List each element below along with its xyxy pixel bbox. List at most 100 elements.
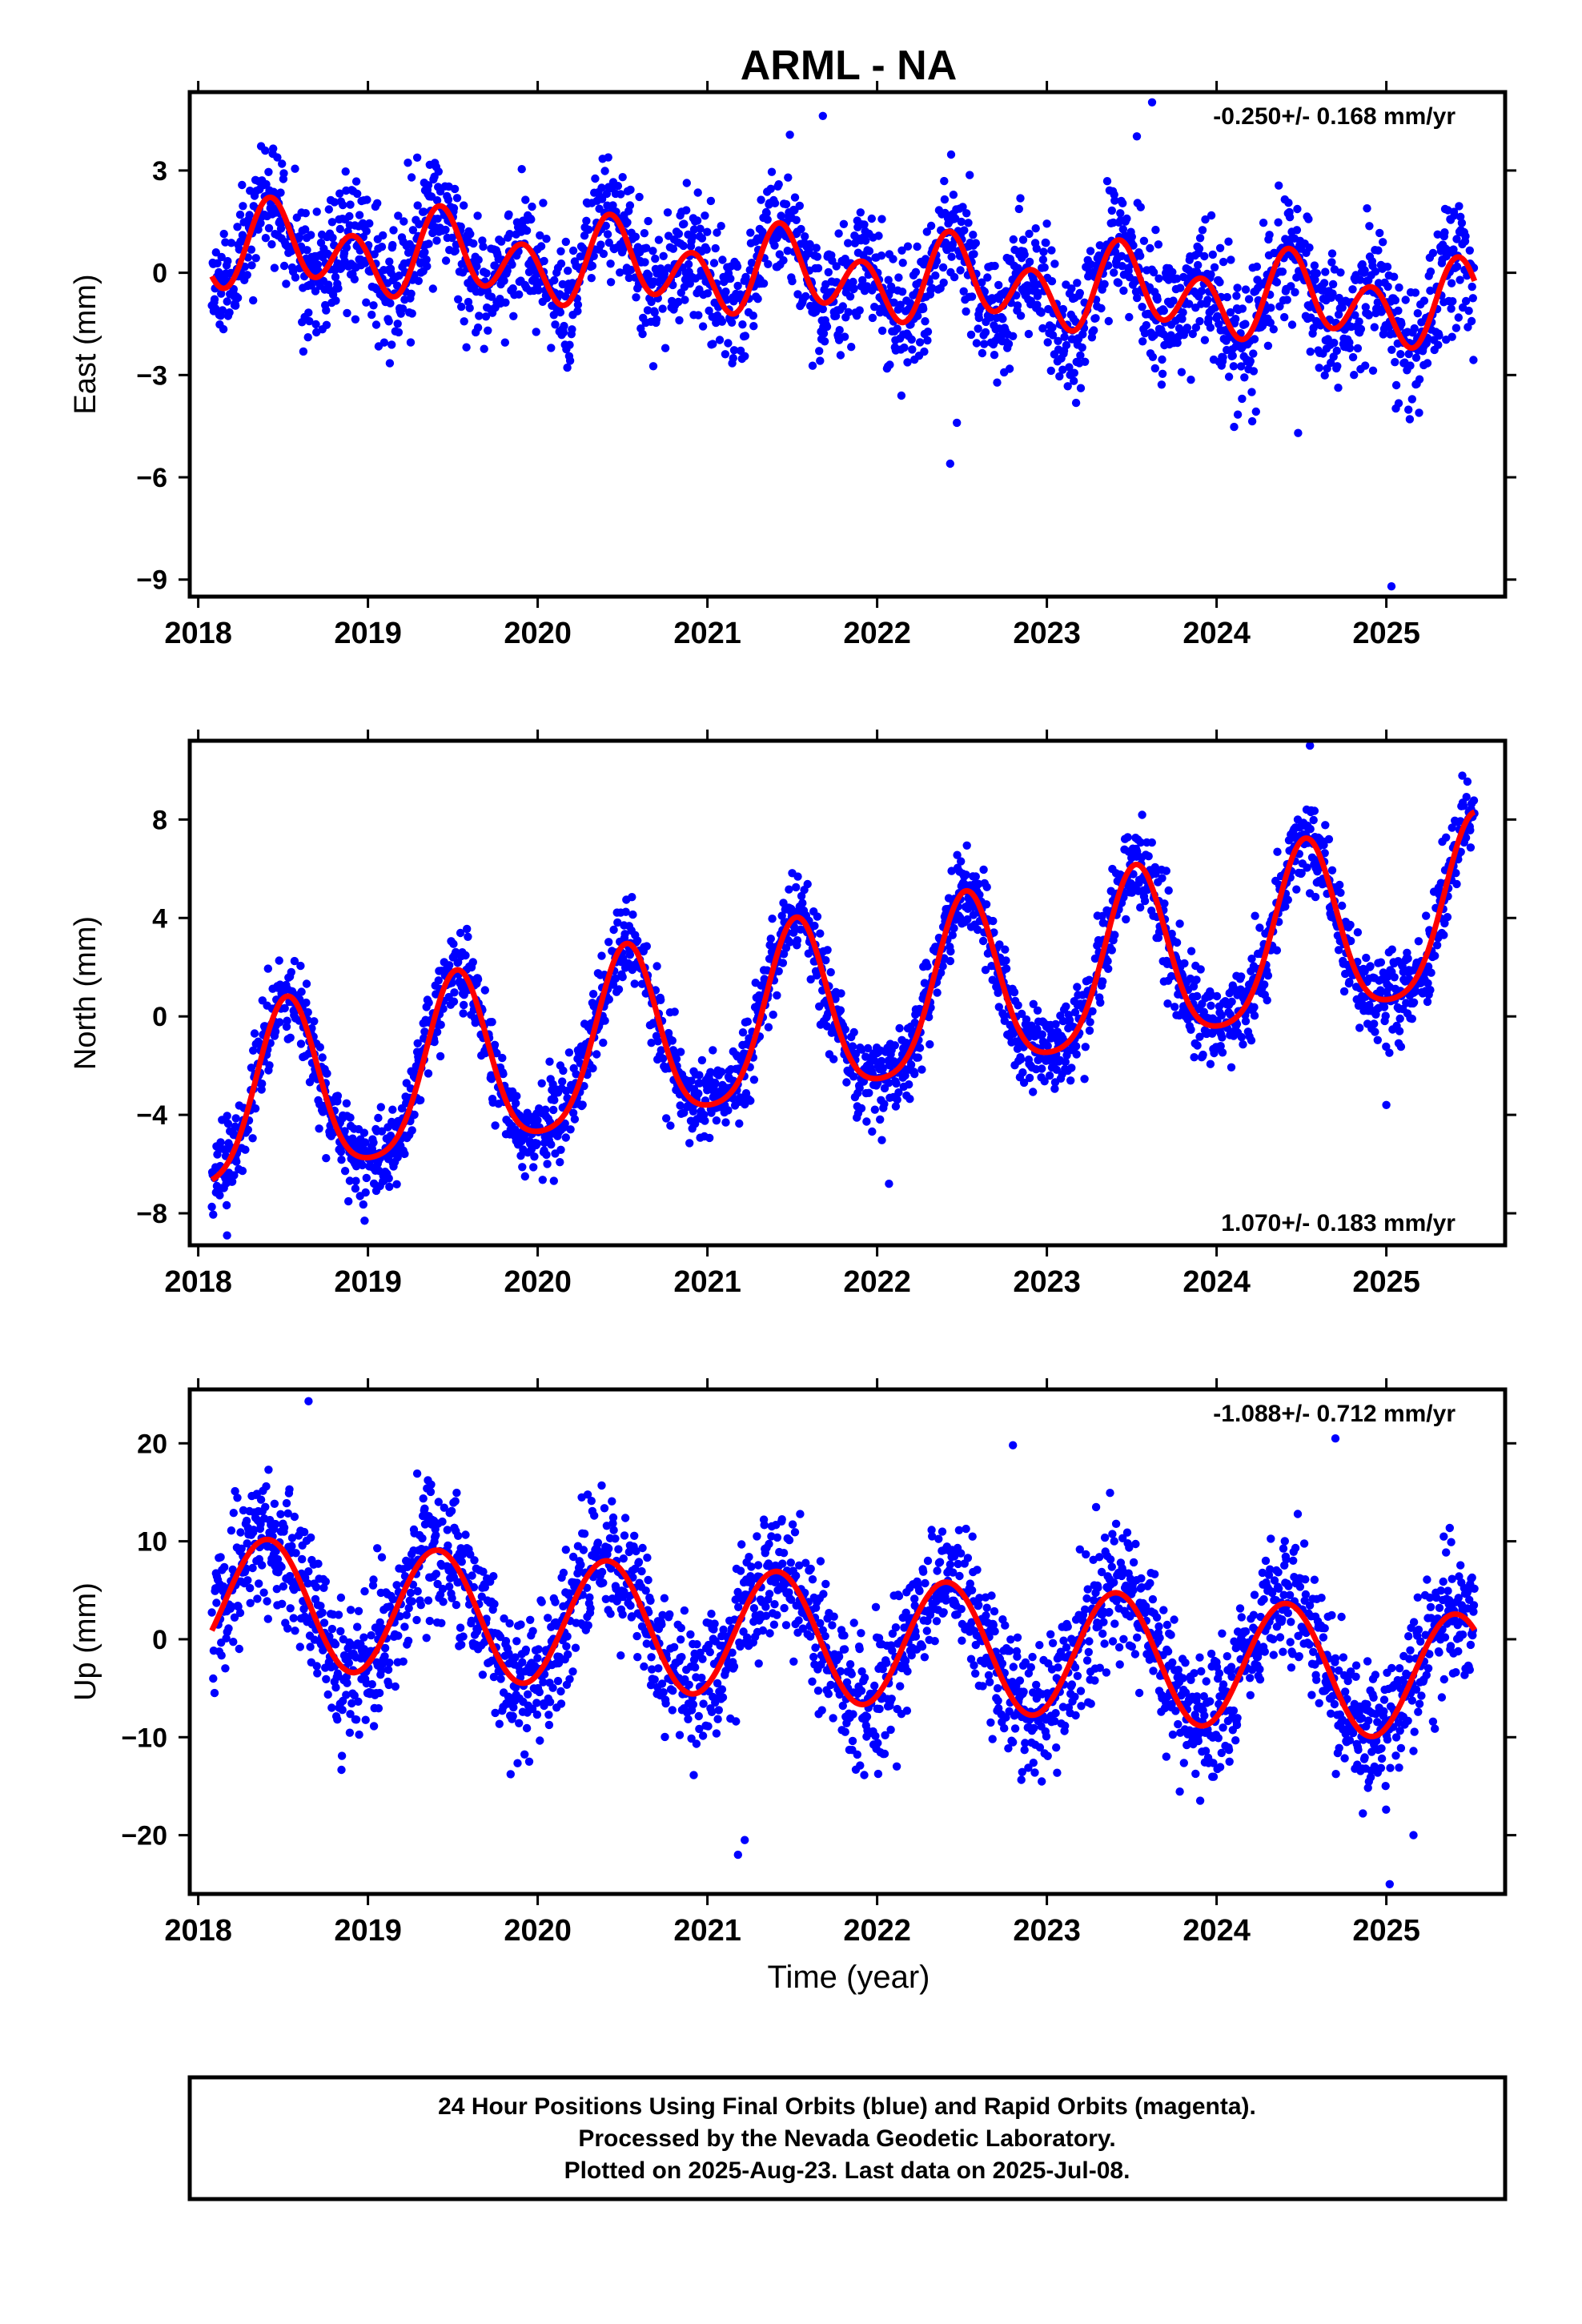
north-data-point bbox=[436, 1051, 445, 1061]
east-data-point bbox=[1226, 308, 1235, 317]
east-data-point bbox=[1449, 245, 1458, 254]
east-data-point bbox=[1275, 302, 1284, 311]
north-data-point bbox=[1033, 1006, 1042, 1015]
north-data-point bbox=[532, 1139, 542, 1148]
north-data-point bbox=[792, 883, 801, 892]
north-data-point bbox=[597, 951, 606, 960]
east-data-point bbox=[749, 322, 758, 331]
up-data-point bbox=[235, 1644, 243, 1654]
north-data-point bbox=[789, 922, 798, 931]
up-data-point bbox=[227, 1526, 236, 1535]
east-data-point bbox=[703, 289, 713, 298]
east-data-point bbox=[625, 201, 635, 210]
east-data-point bbox=[1291, 287, 1299, 297]
east-data-point bbox=[1237, 362, 1246, 371]
east-data-point bbox=[939, 278, 948, 287]
east-data-point bbox=[931, 271, 940, 280]
east-data-point bbox=[1129, 241, 1138, 250]
east-data-point bbox=[717, 317, 727, 326]
north-data-point bbox=[1422, 911, 1431, 920]
east-data-point bbox=[651, 254, 660, 263]
east-data-point bbox=[539, 199, 548, 207]
east-data-point bbox=[1285, 213, 1295, 222]
north-data-point bbox=[870, 1105, 880, 1114]
east-data-point bbox=[706, 196, 716, 206]
east-data-point bbox=[505, 230, 514, 239]
north-data-point bbox=[1002, 964, 1011, 973]
east-data-point bbox=[1047, 246, 1056, 255]
north-data-point bbox=[333, 1092, 343, 1100]
north-data-point bbox=[1443, 913, 1452, 922]
north-data-point bbox=[1164, 886, 1173, 895]
east-data-point bbox=[301, 209, 310, 218]
east-data-point bbox=[238, 180, 247, 190]
east-data-point bbox=[1151, 225, 1160, 235]
east-data-point bbox=[313, 260, 323, 269]
east-data-point bbox=[379, 338, 389, 347]
north-data-point bbox=[877, 1136, 886, 1144]
north-data-point bbox=[360, 1138, 370, 1147]
east-data-point bbox=[261, 234, 271, 243]
east-data-point bbox=[363, 195, 371, 204]
east-data-point bbox=[1390, 272, 1399, 281]
east-data-point bbox=[1370, 323, 1379, 332]
north-data-point bbox=[1230, 984, 1239, 993]
north-data-point bbox=[556, 1145, 565, 1155]
east-data-point bbox=[1293, 204, 1302, 214]
east-data-point bbox=[650, 308, 659, 317]
east-data-point bbox=[820, 337, 829, 346]
east-data-point bbox=[1280, 312, 1289, 322]
east-data-point bbox=[307, 281, 315, 290]
east-data-point bbox=[907, 335, 916, 344]
east-data-point bbox=[703, 227, 712, 236]
north-data-point bbox=[701, 1116, 709, 1125]
north-data-point bbox=[798, 899, 807, 907]
north-data-point bbox=[232, 1157, 241, 1166]
north-data-point bbox=[1136, 903, 1145, 912]
north-data-point bbox=[738, 1028, 748, 1037]
east-data-point bbox=[604, 153, 612, 162]
east-data-point bbox=[454, 295, 463, 304]
north-data-point bbox=[1018, 1009, 1026, 1019]
north-data-point bbox=[231, 1114, 240, 1123]
north-data-point bbox=[760, 975, 769, 983]
north-data-point bbox=[1373, 1035, 1383, 1045]
east-data-point bbox=[482, 269, 491, 278]
east-data-point bbox=[225, 308, 234, 317]
east-data-point bbox=[449, 203, 459, 213]
up-data-point bbox=[256, 1495, 266, 1504]
east-data-point bbox=[1138, 303, 1146, 312]
east-plot-area bbox=[207, 98, 1479, 591]
north-data-point bbox=[480, 986, 489, 995]
east-data-point bbox=[966, 171, 974, 179]
east-data-point bbox=[724, 339, 733, 348]
up-data-point bbox=[235, 1608, 245, 1618]
east-data-point bbox=[580, 231, 589, 240]
east-data-point bbox=[1136, 251, 1145, 260]
east-data-point bbox=[1179, 272, 1188, 282]
north-data-point bbox=[340, 1167, 350, 1176]
east-data-point bbox=[509, 312, 518, 320]
north-data-point bbox=[905, 1095, 914, 1104]
east-data-point bbox=[950, 272, 959, 282]
east-data-point bbox=[974, 324, 982, 333]
east-data-point bbox=[1348, 285, 1357, 294]
east-data-point bbox=[877, 251, 886, 260]
east-data-point bbox=[981, 328, 990, 337]
north-data-point bbox=[1452, 879, 1461, 889]
north-data-point bbox=[910, 1069, 919, 1079]
north-data-point bbox=[247, 1063, 256, 1072]
east-data-point bbox=[940, 195, 950, 204]
east-data-point bbox=[479, 242, 488, 251]
north-data-point bbox=[1462, 793, 1471, 802]
east-data-point bbox=[540, 256, 548, 266]
north-data-point bbox=[1379, 1003, 1389, 1011]
north-data-point bbox=[490, 1040, 500, 1050]
north-data-point bbox=[250, 1029, 259, 1038]
north-data-point bbox=[560, 1119, 569, 1128]
north-data-point bbox=[1303, 863, 1311, 872]
east-data-point bbox=[353, 189, 362, 199]
north-data-point bbox=[1162, 866, 1171, 875]
north-data-point bbox=[712, 1116, 721, 1125]
east-data-point bbox=[322, 320, 331, 329]
